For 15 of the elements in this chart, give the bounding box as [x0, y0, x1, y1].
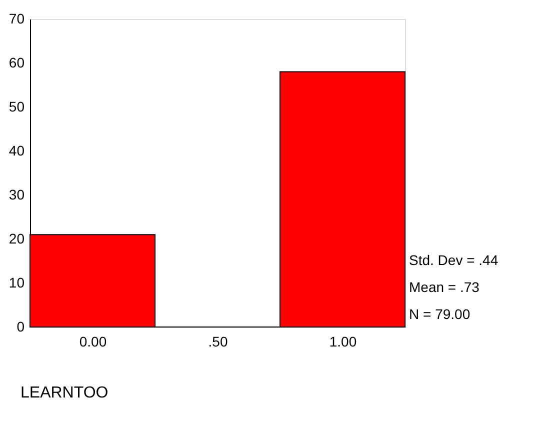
x-tick-label: 0.00: [79, 334, 107, 350]
text: Mean = .73: [409, 279, 480, 295]
y-tick-label: 70: [8, 10, 25, 26]
y-tick-label: 10: [8, 274, 25, 290]
y-tick-label: 40: [8, 142, 25, 158]
y-tick-label: 30: [8, 186, 25, 202]
y-tick-label: 50: [8, 98, 25, 114]
y-tick-label: 20: [8, 230, 25, 246]
y-tick-label: 0: [16, 318, 25, 334]
x-tick-label: .50: [208, 334, 228, 350]
y-tick-label: 60: [8, 54, 25, 70]
text: Std. Dev = .44: [409, 252, 498, 268]
x-tick-label: 1.00: [329, 334, 357, 350]
text: N = 79.00: [409, 306, 470, 322]
x-axis-title: LEARNTOO: [20, 384, 108, 402]
